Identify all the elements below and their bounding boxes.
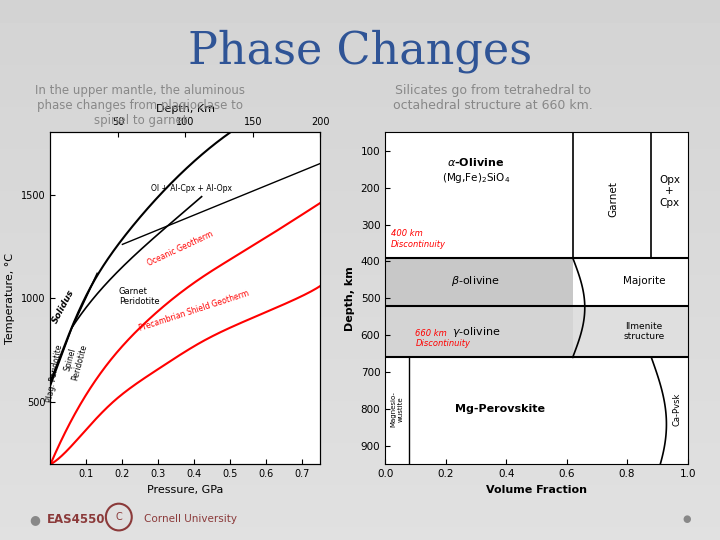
- Text: Silicates go from tetrahedral to
octahedral structure at 660 km.: Silicates go from tetrahedral to octahed…: [393, 84, 593, 112]
- X-axis label: Volume Fraction: Volume Fraction: [486, 485, 587, 495]
- Text: Precambrian Shield Geotherm: Precambrian Shield Geotherm: [138, 289, 251, 333]
- Text: EAS4550: EAS4550: [47, 513, 105, 526]
- Text: 400 km
Discontinuity: 400 km Discontinuity: [391, 229, 446, 248]
- Text: Oceanic Geotherm: Oceanic Geotherm: [146, 230, 214, 268]
- Text: 660 km
Discontinuity: 660 km Discontinuity: [415, 329, 470, 348]
- Bar: [385, 306, 572, 357]
- Text: Garnet
Peridotite: Garnet Peridotite: [119, 287, 159, 306]
- Text: Cornell University: Cornell University: [144, 515, 237, 524]
- Text: Mg-Perovskite: Mg-Perovskite: [455, 404, 545, 414]
- X-axis label: Depth, Km: Depth, Km: [156, 104, 215, 114]
- Y-axis label: Temperature, °C: Temperature, °C: [5, 253, 15, 344]
- Bar: [385, 258, 572, 306]
- Text: Phase Changes: Phase Changes: [188, 30, 532, 73]
- Text: ●: ●: [29, 513, 40, 526]
- Y-axis label: Depth, km: Depth, km: [345, 266, 355, 330]
- Text: Solidus: Solidus: [50, 288, 76, 325]
- Text: Opx
+
Cpx: Opx + Cpx: [659, 175, 680, 208]
- Text: Spinel
Peridotite: Spinel Peridotite: [60, 340, 89, 381]
- Text: (Mg,Fe)$_2$SiO$_4$: (Mg,Fe)$_2$SiO$_4$: [442, 171, 510, 185]
- Text: $\beta$-olivine: $\beta$-olivine: [451, 274, 500, 288]
- Text: In the upper mantle, the aluminous
phase changes from plagioclase to
spinel to g: In the upper mantle, the aluminous phase…: [35, 84, 246, 127]
- Text: Garnet: Garnet: [608, 181, 618, 217]
- Bar: [572, 306, 688, 357]
- Text: Ol + Al-Cpx + Al-Opx: Ol + Al-Cpx + Al-Opx: [151, 184, 232, 193]
- Text: $\alpha$-Olivine: $\alpha$-Olivine: [447, 156, 505, 168]
- Text: $\gamma$-olivine: $\gamma$-olivine: [451, 325, 500, 339]
- Text: Plag. Peridotite: Plag. Peridotite: [45, 343, 64, 403]
- Text: Magnesio-
wustite: Magnesio- wustite: [391, 391, 404, 427]
- Text: Ca-Pvsk: Ca-Pvsk: [672, 393, 682, 426]
- Text: C: C: [115, 512, 122, 522]
- Text: ●: ●: [683, 515, 691, 524]
- X-axis label: Pressure, GPa: Pressure, GPa: [147, 485, 224, 495]
- Text: Majorite: Majorite: [623, 276, 665, 286]
- Text: Ilmenite
structure: Ilmenite structure: [623, 322, 665, 341]
